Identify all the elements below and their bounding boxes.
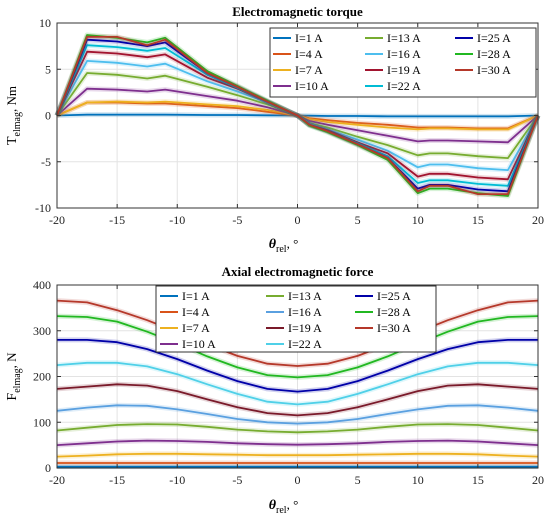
series-line [56, 361, 539, 406]
x-axis-label: θrel, ° [269, 236, 299, 255]
series-line [56, 404, 539, 425]
x-tick-label: -5 [232, 213, 242, 227]
legend-label: I=7 A [295, 63, 323, 77]
legend-label: I=7 A [182, 321, 210, 335]
x-tick-label: 0 [295, 213, 301, 227]
legend-label: I=25 A [377, 289, 411, 303]
legend-box [269, 27, 537, 98]
x-tick-label: 20 [532, 473, 544, 487]
series-line [56, 452, 539, 458]
x-tick-label: -10 [169, 213, 185, 227]
y-tick-label: 200 [33, 370, 51, 384]
y-tick-label: 400 [33, 278, 51, 292]
legend-label: I=28 A [477, 47, 511, 61]
y-tick-label: 300 [33, 324, 51, 338]
series-line [56, 36, 539, 196]
y-tick-label: 100 [33, 415, 51, 429]
y-tick-label: 10 [39, 16, 51, 30]
x-tick-label: -15 [109, 473, 125, 487]
series-line [56, 87, 539, 144]
legend-box [155, 285, 437, 353]
x-axis-label: θrel, ° [269, 497, 299, 516]
legend-label: I=25 A [477, 31, 511, 45]
legend: I=1 A I=4 A I=7 A I=10 A I=13 A I=16 A I=19 A I… [269, 27, 537, 98]
x-tick-label: -20 [49, 213, 65, 227]
chart-title: Axial electromagnetic force [222, 264, 374, 279]
x-tick-label: 10 [412, 213, 424, 227]
x-tick-label: 20 [532, 213, 544, 227]
x-tick-label: -15 [109, 213, 125, 227]
x-tick-label: 10 [412, 473, 424, 487]
y-tick-label: 5 [45, 62, 51, 76]
y-tick-label: -5 [41, 155, 51, 169]
x-tick-label: 15 [472, 473, 484, 487]
legend-label: I=10 A [295, 79, 329, 93]
x-tick-label: 5 [355, 473, 361, 487]
legend-label: I=13 A [288, 289, 322, 303]
legend-label: I=30 A [377, 321, 411, 335]
y-axis-label: Telmag, Nm [4, 86, 23, 145]
legend-label: I=4 A [182, 305, 210, 319]
series-line [56, 113, 539, 118]
series-line [57, 338, 538, 393]
series-line [56, 315, 539, 379]
x-tick-label: -10 [169, 473, 185, 487]
legend-label: I=22 A [288, 337, 322, 351]
series-line [56, 299, 539, 367]
series-line [56, 100, 539, 131]
y-tick-label: 0 [45, 461, 51, 475]
legend-label: I=16 A [387, 47, 421, 61]
legend-label: I=10 A [182, 337, 216, 351]
legend-label: I=1 A [295, 31, 323, 45]
legend-label: I=19 A [387, 63, 421, 77]
chart-title: Electromagnetic torque [232, 4, 363, 19]
y-tick-label: -10 [35, 201, 51, 215]
y-tick-label: 0 [45, 109, 51, 123]
legend-label: I=30 A [477, 63, 511, 77]
series-line [56, 383, 539, 417]
x-tick-label: 15 [472, 213, 484, 227]
legend-label: I=4 A [295, 47, 323, 61]
legend-label: I=13 A [387, 31, 421, 45]
chart-1: -20 -15 -10 -5 0 5 10 15 20 -10 -5 0 5 10 Electromagne… [4, 4, 544, 255]
legend-label: I=16 A [288, 305, 322, 319]
legend-label: I=19 A [288, 321, 322, 335]
legend-label: I=22 A [387, 79, 421, 93]
series-line [56, 423, 539, 434]
x-tick-label: -20 [49, 473, 65, 487]
series-line [56, 439, 539, 446]
x-tick-label: 0 [295, 473, 301, 487]
x-tick-label: 5 [355, 213, 361, 227]
legend-label: I=1 A [182, 289, 210, 303]
legend-label: I=28 A [377, 305, 411, 319]
x-tick-label: -5 [232, 473, 242, 487]
legend: I=1 A I=4 A I=7 A I=10 A I=13 A I=16 A I=19 A I… [155, 285, 437, 353]
y-axis-label: Felmag, N [4, 352, 23, 401]
